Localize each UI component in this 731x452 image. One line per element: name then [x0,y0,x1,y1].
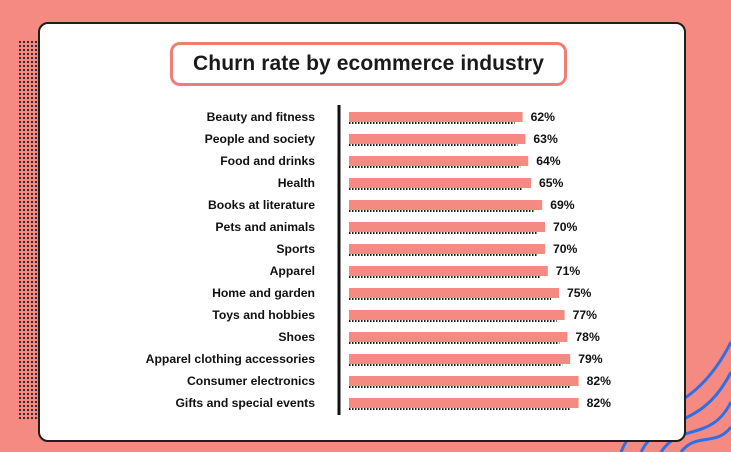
bar [349,200,543,210]
value-label: 78% [575,330,600,344]
category-label: Apparel clothing accessories [146,352,316,366]
value-label: 64% [536,154,561,168]
category-label: People and society [205,132,316,146]
category-label: Apparel [270,264,315,278]
chart-title-box: Churn rate by ecommerce industry [170,42,567,86]
bar [349,244,545,254]
bar [349,310,565,320]
value-label: 82% [587,374,612,388]
bar [349,332,568,342]
category-label: Home and garden [212,286,315,300]
category-label: Shoes [278,330,315,344]
category-label: Food and drinks [220,154,315,168]
category-label: Health [278,176,315,190]
value-label: 62% [531,110,556,124]
bar [349,354,571,364]
category-label: Consumer electronics [187,374,315,388]
value-label: 77% [573,308,598,322]
category-label: Sports [276,242,315,256]
bar [349,222,545,232]
bar [349,178,531,188]
value-label: 69% [550,198,575,212]
category-label: Toys and hobbies [212,308,315,322]
value-label: 71% [556,264,581,278]
bar [349,134,526,144]
bar [349,288,559,298]
category-label: Books at literature [208,198,315,212]
bar-chart: Beauty and fitness 62% People and society 6… [146,105,612,415]
value-label: 70% [553,220,578,234]
bar [349,376,579,386]
value-label: 75% [567,286,592,300]
category-label: Pets and animals [215,220,315,234]
value-label: 63% [533,132,558,146]
bar [349,156,529,166]
bar [349,112,523,122]
value-label: 79% [578,352,603,366]
category-label: Gifts and special events [175,396,315,410]
bar [349,266,548,276]
chart-card: Churn rate by ecommerce industry Beauty … [38,22,686,442]
value-label: 65% [539,176,564,190]
chart-title: Churn rate by ecommerce industry [193,52,544,75]
category-label: Beauty and fitness [207,110,316,124]
value-label: 70% [553,242,578,256]
bar [349,398,579,408]
value-label: 82% [587,396,612,410]
